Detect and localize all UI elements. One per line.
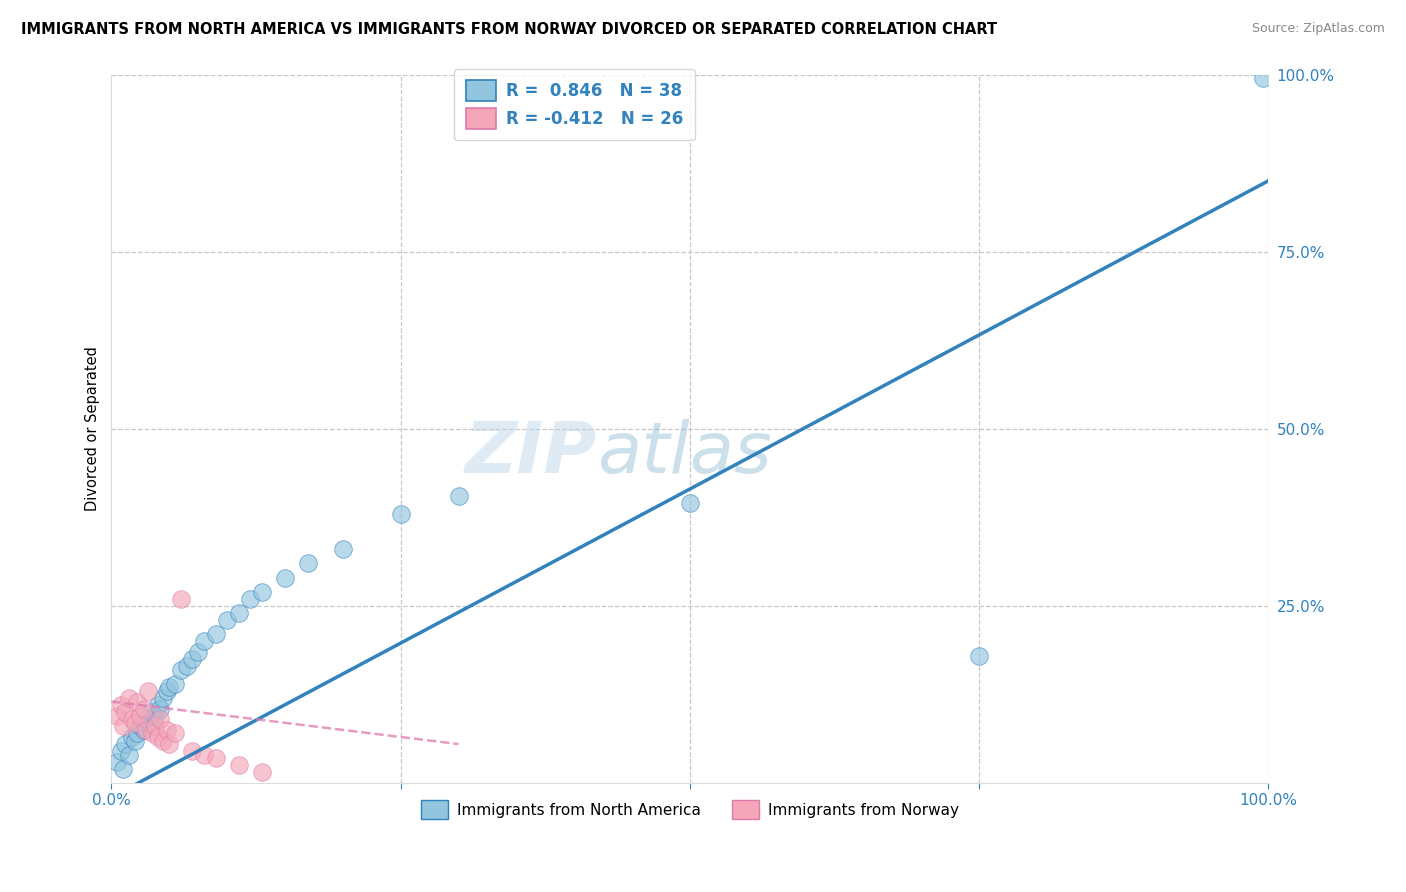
Point	[193, 747, 215, 762]
Point	[129, 719, 152, 733]
Point	[121, 712, 143, 726]
Point	[156, 684, 179, 698]
Point	[204, 751, 226, 765]
Point	[110, 744, 132, 758]
Point	[105, 755, 128, 769]
Text: ZIP: ZIP	[465, 419, 598, 488]
Legend: Immigrants from North America, Immigrants from Norway: Immigrants from North America, Immigrant…	[415, 794, 966, 825]
Point	[193, 634, 215, 648]
Point	[250, 765, 273, 780]
Point	[170, 663, 193, 677]
Point	[129, 708, 152, 723]
Point	[132, 723, 155, 737]
Point	[181, 652, 204, 666]
Point	[1251, 71, 1274, 86]
Point	[187, 645, 209, 659]
Point	[250, 584, 273, 599]
Point	[111, 762, 134, 776]
Point	[332, 542, 354, 557]
Point	[149, 701, 172, 715]
Point	[110, 698, 132, 712]
Point	[132, 701, 155, 715]
Point	[152, 691, 174, 706]
Point	[111, 719, 134, 733]
Point	[217, 613, 239, 627]
Point	[157, 737, 180, 751]
Point	[135, 712, 157, 726]
Text: Source: ZipAtlas.com: Source: ZipAtlas.com	[1251, 22, 1385, 36]
Point	[118, 691, 141, 706]
Point	[228, 758, 250, 772]
Point	[149, 712, 172, 726]
Point	[141, 726, 163, 740]
Point	[124, 715, 146, 730]
Point	[163, 726, 186, 740]
Point	[163, 677, 186, 691]
Point	[170, 591, 193, 606]
Point	[157, 681, 180, 695]
Point	[239, 591, 262, 606]
Point	[118, 747, 141, 762]
Point	[152, 733, 174, 747]
Point	[447, 489, 470, 503]
Point	[138, 715, 160, 730]
Point	[204, 627, 226, 641]
Point	[121, 730, 143, 744]
Y-axis label: Divorced or Separated: Divorced or Separated	[86, 346, 100, 511]
Point	[125, 726, 148, 740]
Point	[228, 606, 250, 620]
Point	[114, 705, 136, 719]
Point	[125, 695, 148, 709]
Point	[145, 719, 167, 733]
Text: atlas: atlas	[598, 419, 772, 488]
Point	[967, 648, 990, 663]
Point	[274, 570, 297, 584]
Text: IMMIGRANTS FROM NORTH AMERICA VS IMMIGRANTS FROM NORWAY DIVORCED OR SEPARATED CO: IMMIGRANTS FROM NORTH AMERICA VS IMMIGRA…	[21, 22, 997, 37]
Point	[141, 705, 163, 719]
Point	[135, 723, 157, 737]
Point	[138, 684, 160, 698]
Point	[181, 744, 204, 758]
Point	[114, 737, 136, 751]
Point	[146, 730, 169, 744]
Point	[156, 723, 179, 737]
Point	[124, 733, 146, 747]
Point	[297, 557, 319, 571]
Point	[146, 698, 169, 712]
Point	[389, 507, 412, 521]
Point	[176, 659, 198, 673]
Point	[105, 708, 128, 723]
Point	[145, 708, 167, 723]
Point	[679, 496, 702, 510]
